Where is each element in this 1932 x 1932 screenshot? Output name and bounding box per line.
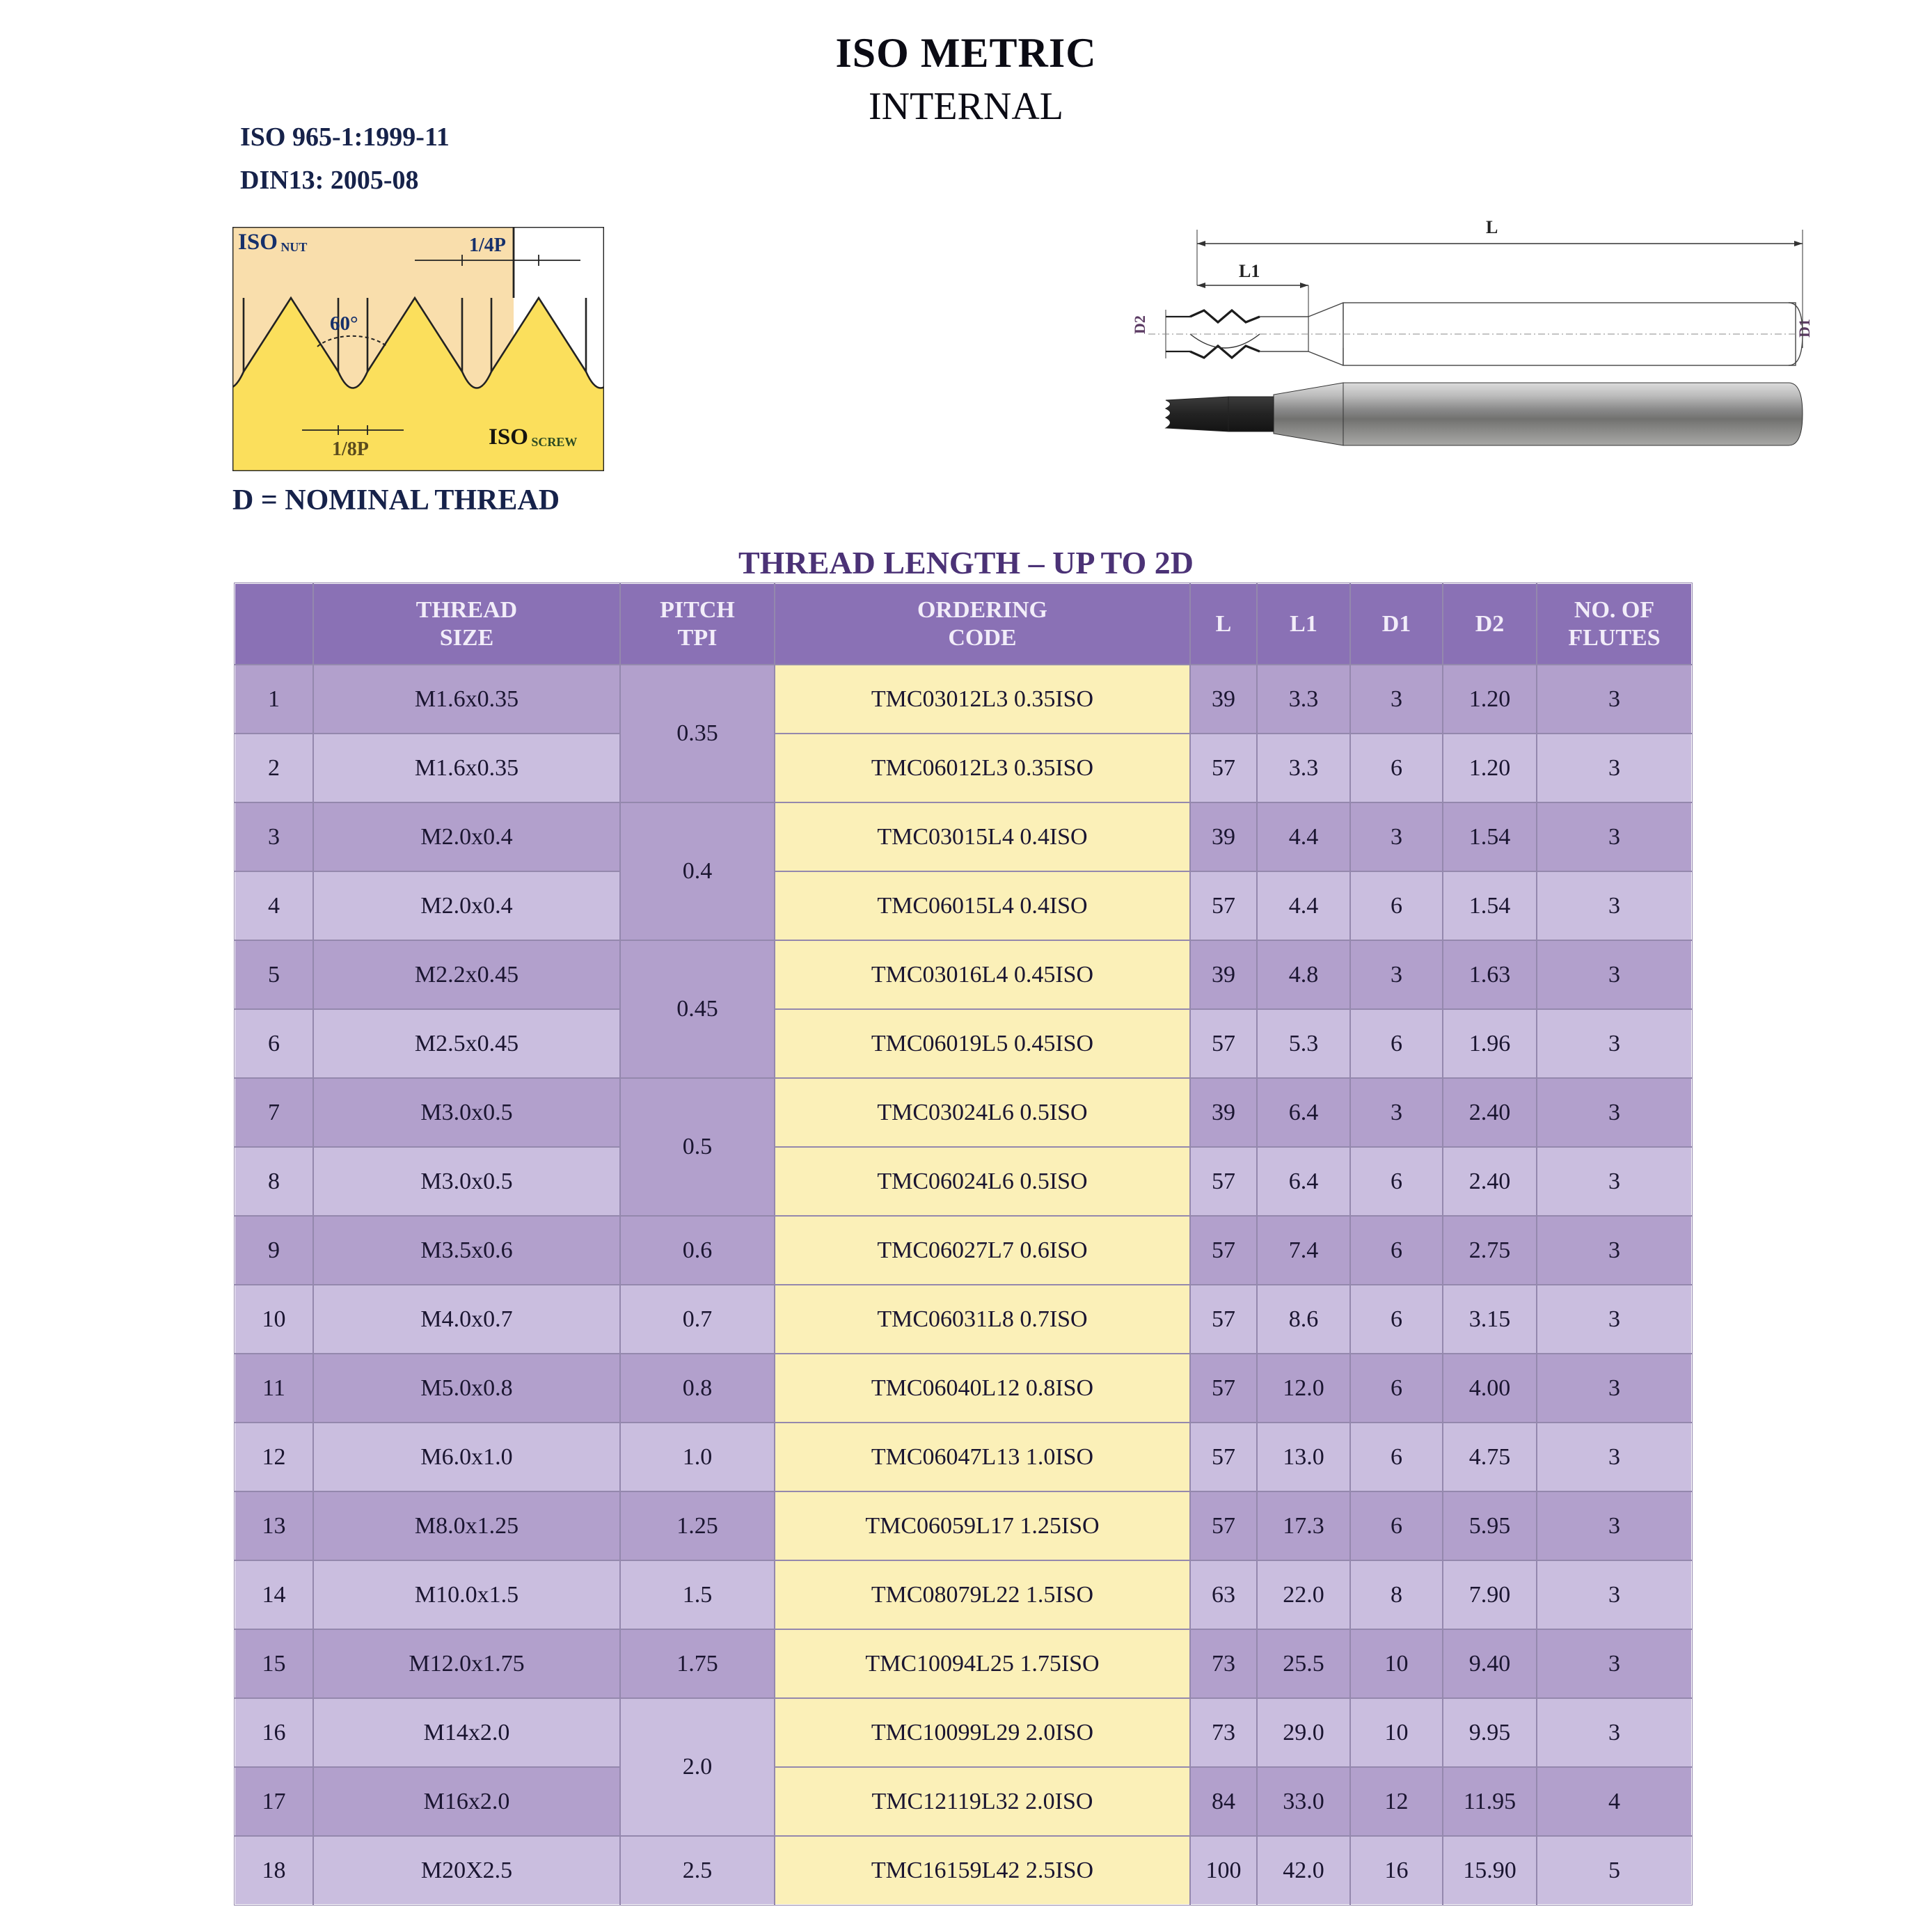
svg-text:1/4P: 1/4P [469, 235, 506, 256]
svg-text:D2: D2 [1131, 315, 1148, 334]
svg-text:1/8P: 1/8P [332, 438, 369, 460]
svg-text:60°: 60° [330, 312, 358, 335]
svg-text:L: L [1486, 217, 1498, 237]
svg-text:L1: L1 [1239, 261, 1260, 281]
svg-text:D1: D1 [1796, 319, 1813, 338]
